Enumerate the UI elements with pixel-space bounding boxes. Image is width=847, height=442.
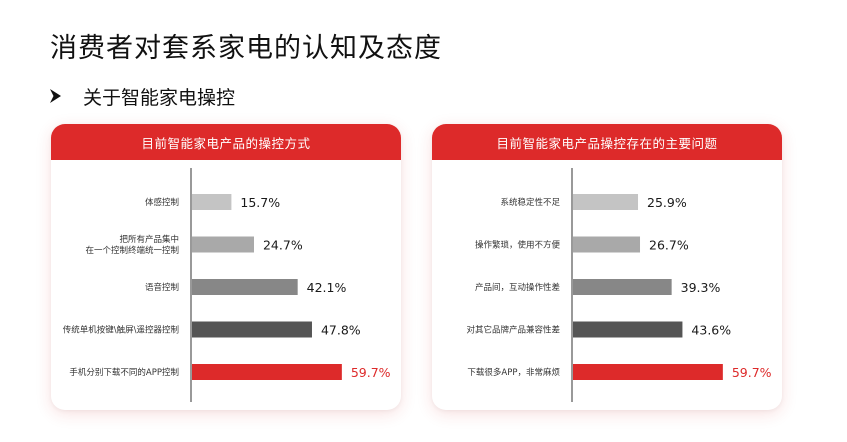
value-label: 39.3% — [681, 280, 721, 295]
value-label: 15.7% — [240, 195, 280, 210]
bar — [573, 321, 683, 338]
value-label: 24.7% — [263, 238, 303, 253]
chart-title: 目前智能家电产品的操控方式 — [51, 124, 401, 160]
category-label: 产品间，互动操作性差 — [475, 282, 560, 293]
chart-title: 目前智能家电产品操控存在的主要问题 — [432, 124, 782, 160]
bar — [573, 236, 641, 253]
category-label: 语音控制 — [145, 282, 179, 293]
value-label: 42.1% — [307, 280, 347, 295]
chart-card-main-problems: 目前智能家电产品操控存在的主要问题 系统稳定性不足 25.9% 操作繁琐，使用不方便… — [432, 124, 782, 410]
value-label: 26.7% — [649, 238, 689, 253]
page-title: 消费者对套系家电的认知及态度 — [50, 33, 442, 64]
bar — [192, 321, 312, 338]
category-label: 把所有产品集中在一个控制终端统一控制 — [85, 234, 179, 256]
bar — [573, 279, 672, 295]
category-label: 对其它品牌产品兼容性差 — [466, 325, 560, 336]
bar-chart: 系统稳定性不足 25.9% 操作繁琐，使用不方便 26.7% 产品间，互动操作性差 39.… — [432, 160, 782, 410]
category-label: 操作繁琐，使用不方便 — [475, 240, 561, 251]
value-label: 59.7% — [351, 365, 391, 380]
bar — [192, 194, 232, 210]
value-label: 43.6% — [691, 323, 731, 338]
bar — [192, 279, 298, 295]
bar-chart: 体感控制 15.7% 把所有产品集中在一个控制终端统一控制 24.7% 语音控制 42.1… — [51, 160, 401, 410]
value-label: 25.9% — [647, 195, 687, 210]
bar — [192, 364, 342, 380]
value-label: 47.8% — [321, 323, 361, 338]
category-label: 体感控制 — [145, 197, 179, 208]
category-label: 手机分别下载不同的APP控制 — [69, 367, 179, 378]
bar — [192, 236, 254, 253]
section-heading: 关于智能家电操控 — [50, 84, 236, 109]
category-label: 下载很多APP，非常麻烦 — [467, 367, 560, 378]
bar — [573, 364, 723, 380]
arrow-right-icon — [50, 89, 61, 103]
value-label: 59.7% — [732, 365, 772, 380]
bar — [573, 194, 639, 210]
section-title: 关于智能家电操控 — [83, 86, 236, 109]
chart-card-control-methods: 目前智能家电产品的操控方式 体感控制 15.7% 把所有产品集中在一个控制终端统一控… — [51, 124, 401, 410]
category-label: 传统单机按键\触屏\遥控器控制 — [63, 325, 179, 336]
category-label: 系统稳定性不足 — [500, 197, 560, 208]
